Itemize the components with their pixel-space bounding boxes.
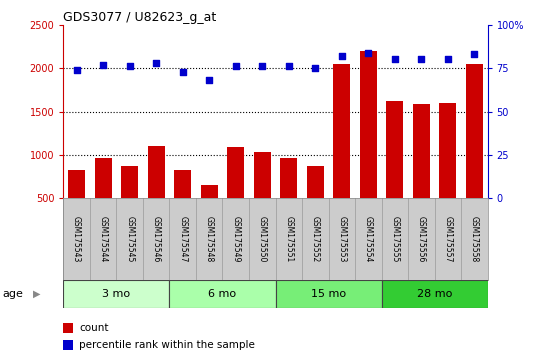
Text: GSM175544: GSM175544 (99, 216, 107, 262)
Text: 15 mo: 15 mo (311, 289, 346, 299)
Text: GSM175558: GSM175558 (470, 216, 479, 262)
Text: GDS3077 / U82623_g_at: GDS3077 / U82623_g_at (63, 11, 217, 24)
Bar (466, 64, 483, 242)
Bar (174, 171, 191, 242)
Text: GSM175548: GSM175548 (205, 216, 214, 262)
Point (231, 64, 240, 69)
Bar (253, 152, 271, 242)
Point (258, 64, 267, 69)
Text: GSM175555: GSM175555 (390, 216, 399, 262)
Text: GSM175546: GSM175546 (152, 216, 161, 262)
Bar (381, 280, 488, 308)
Point (391, 57, 399, 62)
Bar (360, 51, 377, 242)
Point (284, 64, 293, 69)
Text: percentile rank within the sample: percentile rank within the sample (79, 340, 255, 350)
Text: count: count (79, 323, 109, 333)
Text: GSM175550: GSM175550 (258, 216, 267, 262)
Text: GSM175551: GSM175551 (284, 216, 293, 262)
Bar (280, 158, 298, 242)
Bar (95, 158, 112, 242)
Text: ▶: ▶ (33, 289, 41, 299)
Bar (386, 101, 403, 242)
Bar (413, 104, 430, 242)
Bar (170, 280, 276, 308)
Point (205, 78, 214, 83)
Text: GSM175547: GSM175547 (178, 216, 187, 262)
Point (179, 69, 187, 74)
Point (99, 62, 107, 68)
Text: GSM175557: GSM175557 (444, 216, 452, 262)
Point (311, 65, 320, 71)
Bar (148, 146, 165, 242)
Point (125, 64, 134, 69)
Bar (439, 103, 456, 242)
Text: 6 mo: 6 mo (208, 289, 236, 299)
Point (470, 51, 479, 57)
Point (337, 53, 346, 59)
Text: GSM175554: GSM175554 (364, 216, 373, 262)
Bar (121, 166, 138, 242)
Bar (68, 171, 85, 242)
Point (364, 50, 372, 55)
Point (152, 60, 160, 66)
Bar (276, 280, 381, 308)
Text: GSM175553: GSM175553 (337, 216, 346, 262)
Bar (227, 147, 244, 242)
Text: GSM175552: GSM175552 (311, 216, 320, 262)
Point (444, 57, 452, 62)
Text: 28 mo: 28 mo (417, 289, 452, 299)
Bar (63, 323, 73, 333)
Text: GSM175549: GSM175549 (231, 216, 240, 262)
Bar (333, 64, 350, 242)
Text: GSM175556: GSM175556 (417, 216, 426, 262)
Text: age: age (3, 289, 24, 299)
Point (72, 67, 81, 73)
Bar (201, 185, 218, 242)
Text: GSM175545: GSM175545 (125, 216, 134, 262)
Text: GSM175543: GSM175543 (72, 216, 81, 262)
Bar (63, 280, 170, 308)
Bar (307, 166, 324, 242)
Bar (63, 340, 73, 350)
Text: 3 mo: 3 mo (102, 289, 131, 299)
Point (417, 57, 426, 62)
